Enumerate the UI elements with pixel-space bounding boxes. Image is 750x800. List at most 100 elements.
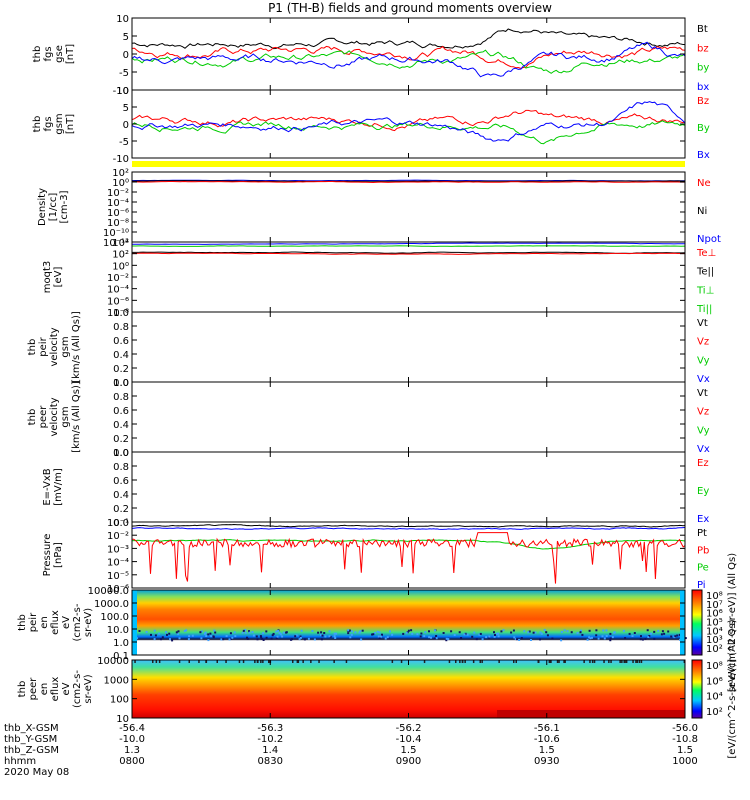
colorbar-tick-label: 10⁸ (706, 591, 723, 602)
ion-noise-pixel (271, 634, 274, 637)
ion-noise-pixel (360, 638, 363, 641)
y-axis-label: thb (27, 409, 38, 426)
series-pi (131, 526, 686, 530)
legend-Ne: Ne (697, 178, 711, 189)
y-tick-label: 5 (123, 32, 129, 43)
ion-noise-pixel (277, 629, 280, 632)
legend-Te⊥: Te⊥ (696, 248, 716, 259)
ion-noise-pixel (640, 635, 642, 638)
electron-noise-pixel (158, 660, 161, 663)
y-tick-label: 10⁰ (112, 261, 129, 272)
legend-Vy: Vy (697, 355, 710, 366)
ion-noise-pixel (178, 637, 181, 640)
ion-noise-pixel (628, 632, 631, 635)
electron-noise-pixel (549, 660, 552, 663)
ephemeris-value: 0830 (258, 756, 283, 767)
y-axis-label: (cm2-s- (72, 670, 83, 708)
y-tick-label: 10⁻⁸ (107, 218, 129, 229)
colorbar-tick-label: 10⁵ (706, 618, 723, 629)
ion-noise-pixel (602, 629, 605, 632)
ion-noise-pixel (252, 634, 255, 637)
ion-noise-pixel (663, 632, 666, 635)
ion-noise-pixel (188, 635, 191, 638)
panel-dens: 10²10⁰10⁻²10⁻⁴10⁻⁶10⁻⁸10⁻¹⁰10⁻¹²Density[… (37, 168, 721, 249)
y-axis-label: en (39, 683, 50, 696)
y-axis-label: moqt3 (42, 261, 53, 294)
ion-noise-pixel (631, 635, 634, 637)
chart-title: P1 (TH-B) fields and ground moments over… (268, 1, 552, 15)
ion-noise-pixel (551, 637, 554, 640)
y-axis-label: velocity (49, 397, 60, 436)
colorbar (691, 589, 703, 656)
ion-noise-pixel (377, 635, 380, 638)
ion-noise-pixel (255, 635, 258, 638)
ion-noise-pixel (678, 633, 681, 636)
ion-noise-pixel (169, 638, 171, 641)
ion-noise-pixel (248, 630, 250, 633)
ion-noise-pixel (530, 639, 532, 641)
ephemeris-value: -56.3 (257, 723, 283, 734)
electron-noise-pixel (537, 660, 539, 663)
y-tick-label: 0.4 (113, 420, 129, 431)
colorbar-tick-label: 10⁶ (706, 609, 723, 620)
ion-noise-pixel (374, 631, 376, 634)
ion-noise-pixel (471, 635, 474, 638)
electron-noise-pixel (152, 660, 154, 663)
ion-noise-pixel (445, 637, 448, 640)
ion-noise-pixel (576, 632, 579, 635)
ion-noise-pixel (349, 636, 352, 639)
ephemeris-value: 1.4 (262, 745, 278, 756)
legend-Vz: Vz (697, 337, 709, 348)
data-gap-bar (132, 161, 685, 167)
colorbar-label: [eV/(cm^2-s-sr-eV)] (All Qs) (727, 619, 738, 758)
legend-Pt: Pt (697, 528, 707, 539)
ion-noise-pixel (228, 638, 231, 641)
ion-noise-pixel (515, 638, 518, 641)
panel-frame (131, 171, 686, 243)
y-axis-label: en (39, 616, 50, 629)
ion-noise-pixel (275, 630, 278, 633)
electron-noise-pixel (563, 660, 565, 663)
ion-noise-pixel (510, 631, 513, 634)
ion-noise-pixel (200, 630, 203, 633)
ion-noise-pixel (138, 630, 141, 632)
ion-noise-pixel (466, 633, 469, 636)
y-tick-label: 0.8 (113, 392, 129, 403)
y-tick-label: 10⁻¹⁰ (103, 228, 129, 239)
y-axis-label: eV (61, 616, 72, 629)
ephemeris-value: -10.2 (257, 734, 283, 745)
series-bt (131, 28, 686, 50)
y-axis-label: [cm-3] (59, 190, 70, 223)
y-tick-label: 0.0 (113, 518, 129, 529)
ephemeris-value: -10.8 (672, 734, 698, 745)
panel-gsm: 10 5 0 -5 -10 thb fgs gsm [nT] Bz By Bx (32, 86, 710, 165)
ion-noise-pixel (520, 637, 523, 640)
series-bz-gsm (131, 109, 686, 132)
electron-noise-pixel (479, 660, 481, 663)
panel-frame (131, 17, 686, 91)
electron-noise-pixel (333, 660, 335, 663)
y-axis-label: peer (28, 677, 39, 701)
ion-noise-pixel (230, 637, 232, 640)
y-axis-label: velocity (49, 327, 60, 366)
ephemeris-value: 0900 (396, 756, 421, 767)
ion-noise-pixel (209, 632, 212, 635)
legend-Bz: Bz (697, 96, 709, 107)
ion-noise-pixel (262, 639, 265, 641)
electron-noise-pixel (268, 660, 270, 663)
ion-noise-pixel (609, 637, 612, 640)
legend-Ni: Ni (697, 206, 707, 217)
y-tick-label: 10⁻⁴ (107, 558, 129, 569)
ion-noise-pixel (168, 632, 171, 635)
ion-noise-pixel (333, 635, 336, 638)
y-tick-label: 0.2 (113, 504, 129, 515)
ion-noise-pixel (225, 635, 228, 637)
legend-Vt: Vt (697, 388, 708, 399)
series-by-gsm (131, 120, 686, 145)
y-axis-label: (cm2-s- (72, 603, 83, 641)
ion-noise-pixel (428, 630, 430, 633)
ion-noise-pixel (265, 636, 268, 639)
ion-noise-pixel (350, 630, 353, 633)
ion-noise-pixel (347, 629, 350, 632)
ion-noise-pixel (423, 635, 426, 638)
